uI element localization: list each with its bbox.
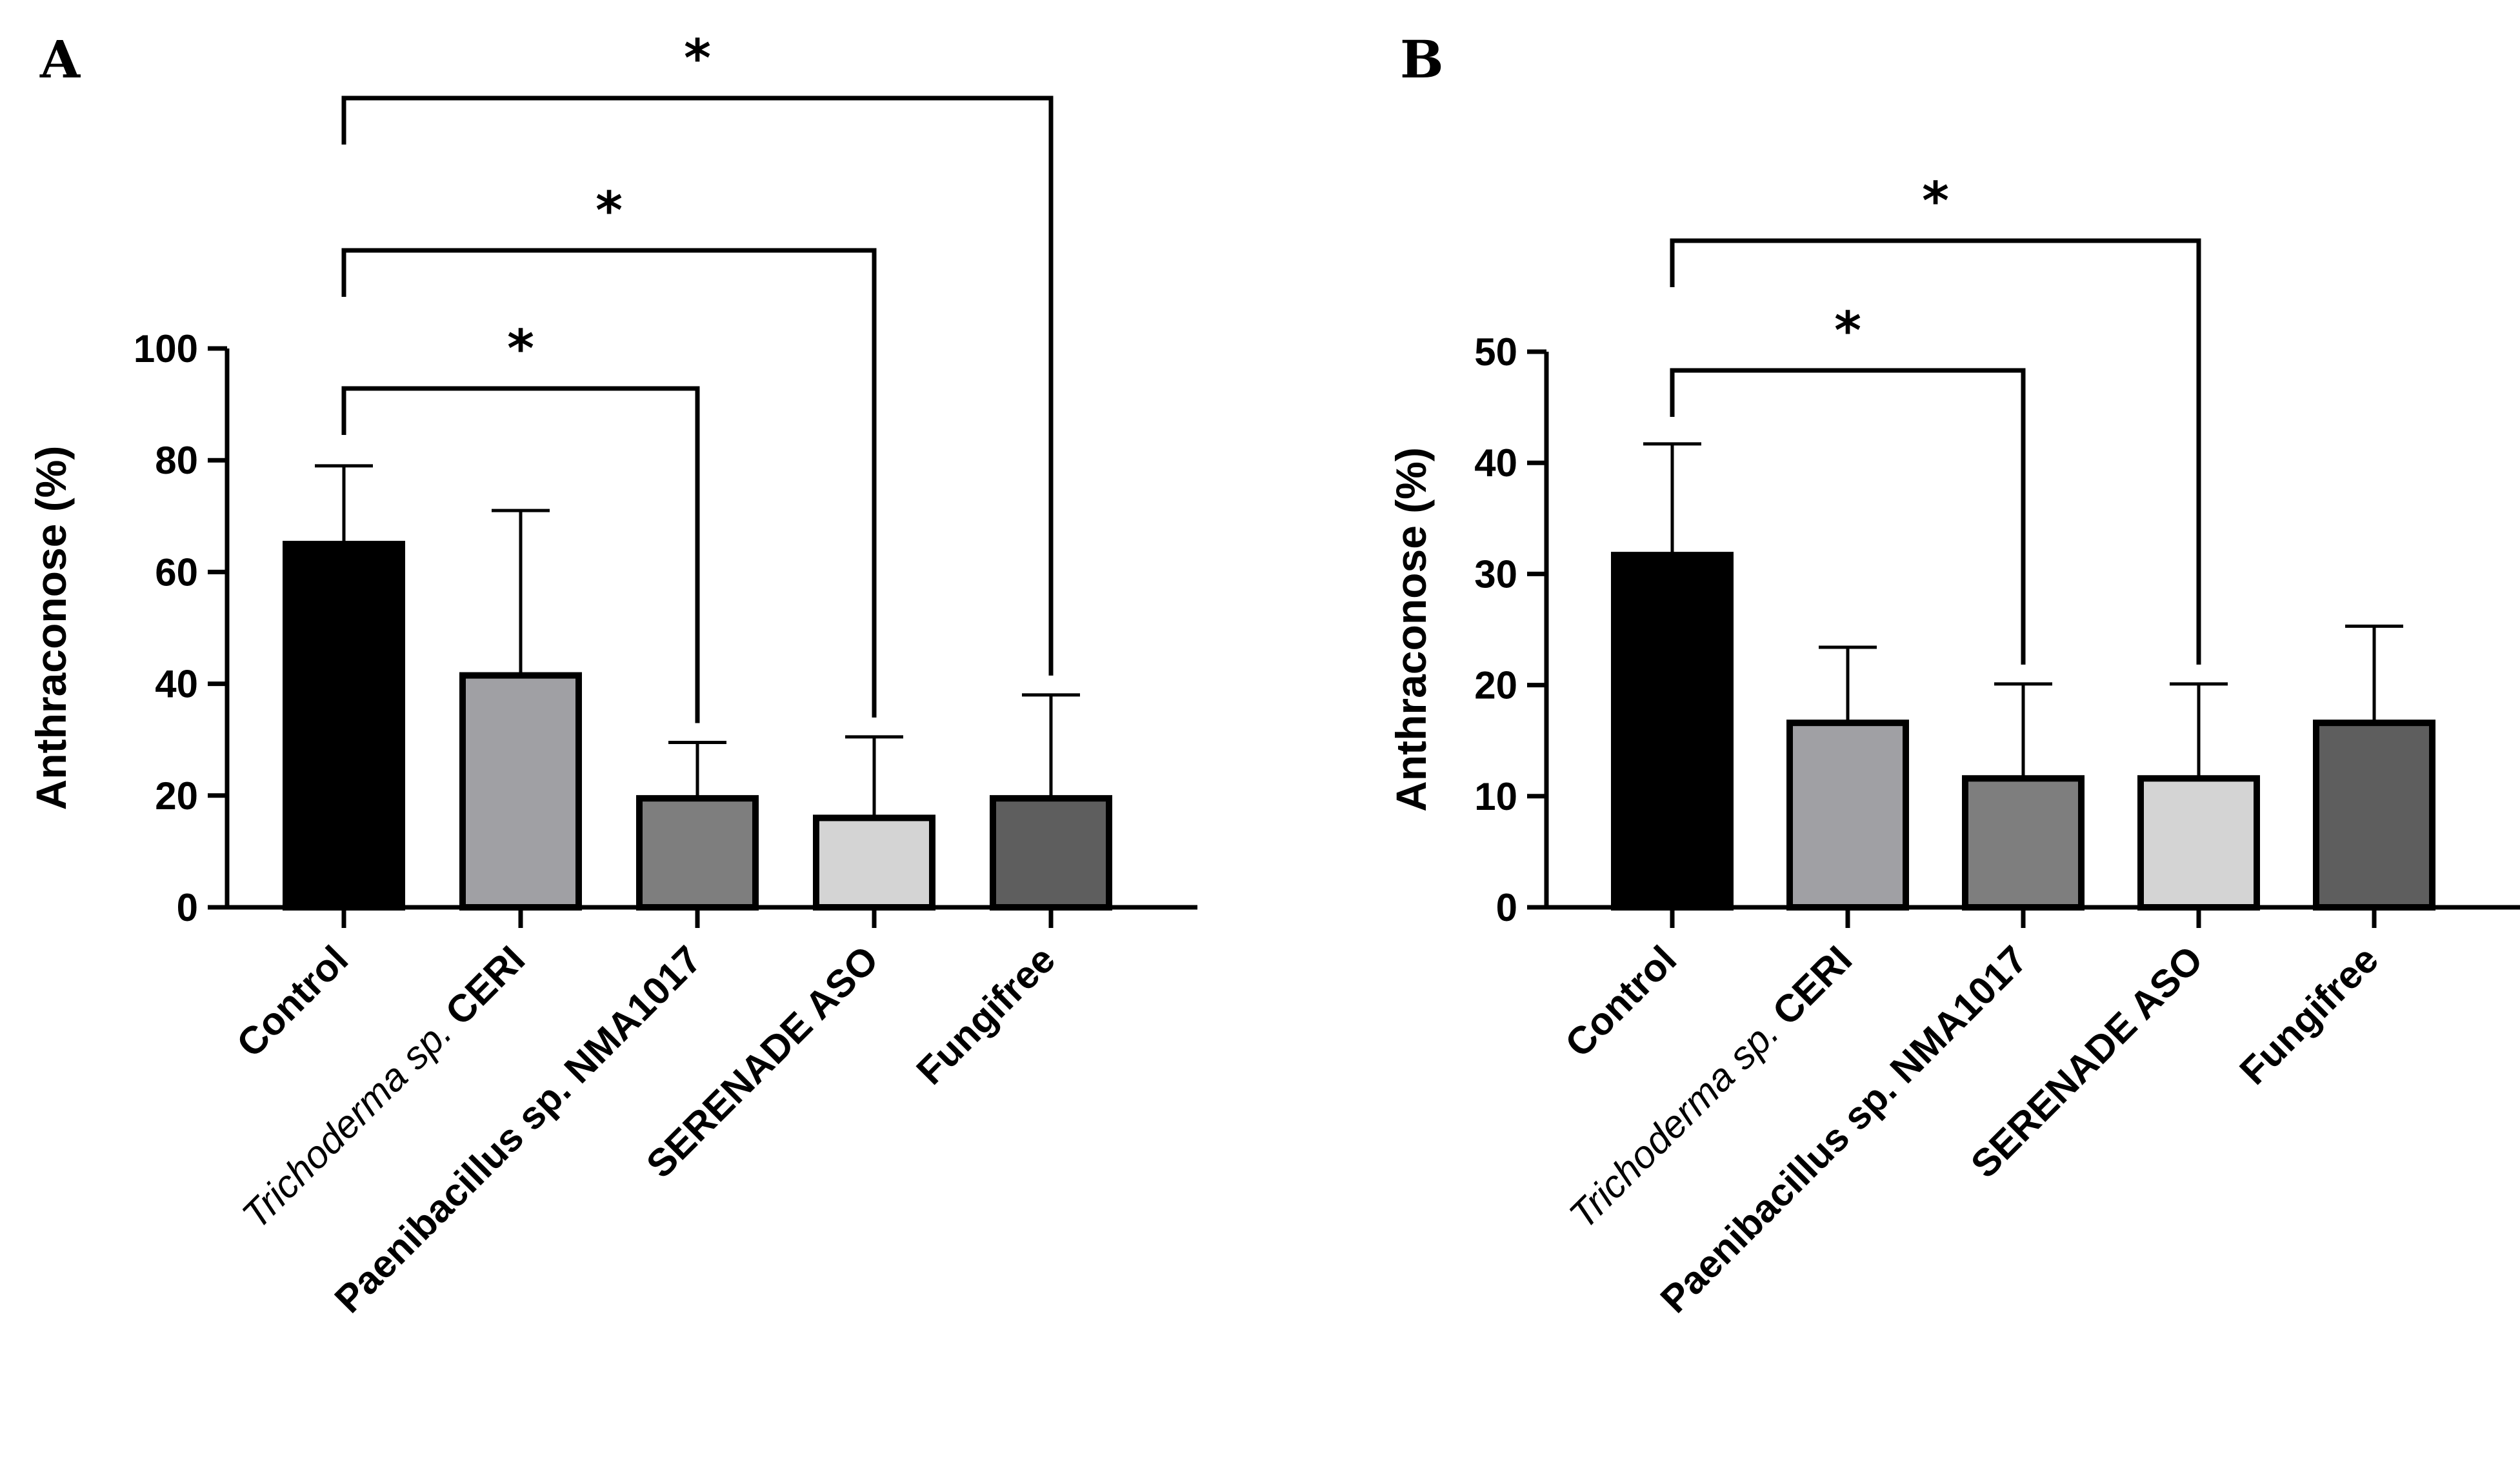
- y-tick-label: 0: [1496, 886, 1517, 929]
- significance-star: *: [684, 28, 711, 88]
- y-tick-label: 20: [155, 774, 198, 818]
- bar: [1786, 720, 1909, 911]
- x-category-label: Trichoderma sp. CERI: [1561, 938, 1860, 1237]
- significance-star: *: [507, 319, 534, 379]
- bar: [990, 795, 1112, 911]
- x-category-label: Paenibacillus sp. NMA1017: [326, 938, 710, 1321]
- bar: [636, 795, 759, 911]
- y-axis-title: Anthraconose (%): [27, 446, 75, 811]
- panel-letter-a: A: [39, 29, 81, 90]
- significance-bracket: [1670, 368, 2026, 665]
- significance-bracket: [341, 386, 700, 723]
- significance-bracket: [1670, 238, 2201, 665]
- y-tick-label: 40: [1474, 441, 1517, 485]
- y-tick-label: 40: [155, 663, 198, 706]
- x-category-label: Control: [1557, 938, 1685, 1065]
- significance-bracket: [341, 248, 877, 718]
- significance-star: *: [1922, 171, 1949, 231]
- y-tick-label: 20: [1474, 664, 1517, 707]
- x-category-label: Paenibacillus sp. NMA1017: [1652, 938, 2035, 1321]
- x-category-label: Trichoderma sp. CERI: [234, 938, 533, 1237]
- x-category-label: Fungifree: [908, 938, 1064, 1093]
- bar: [813, 814, 935, 911]
- bar: [2137, 775, 2260, 911]
- bar: [459, 672, 582, 911]
- significance-star: *: [1834, 301, 1861, 361]
- y-axis-title: Anthraconose (%): [1387, 447, 1435, 812]
- bar: [283, 541, 405, 911]
- y-tick-label: 30: [1474, 552, 1517, 596]
- y-tick-label: 100: [134, 327, 198, 370]
- panel-letter-b: B: [1400, 29, 1444, 90]
- y-tick-label: 10: [1474, 775, 1517, 818]
- y-tick-label: 60: [155, 550, 198, 594]
- y-tick-label: 0: [177, 886, 198, 929]
- significance-star: *: [595, 181, 623, 241]
- bar: [1611, 552, 1734, 911]
- bar: [2313, 720, 2435, 911]
- x-category-label: Control: [228, 938, 356, 1065]
- bar: [1962, 775, 2085, 911]
- y-tick-label: 50: [1474, 330, 1517, 374]
- y-tick-label: 80: [155, 439, 198, 482]
- significance-bracket: [341, 96, 1054, 676]
- x-category-label: Fungifree: [2232, 938, 2387, 1093]
